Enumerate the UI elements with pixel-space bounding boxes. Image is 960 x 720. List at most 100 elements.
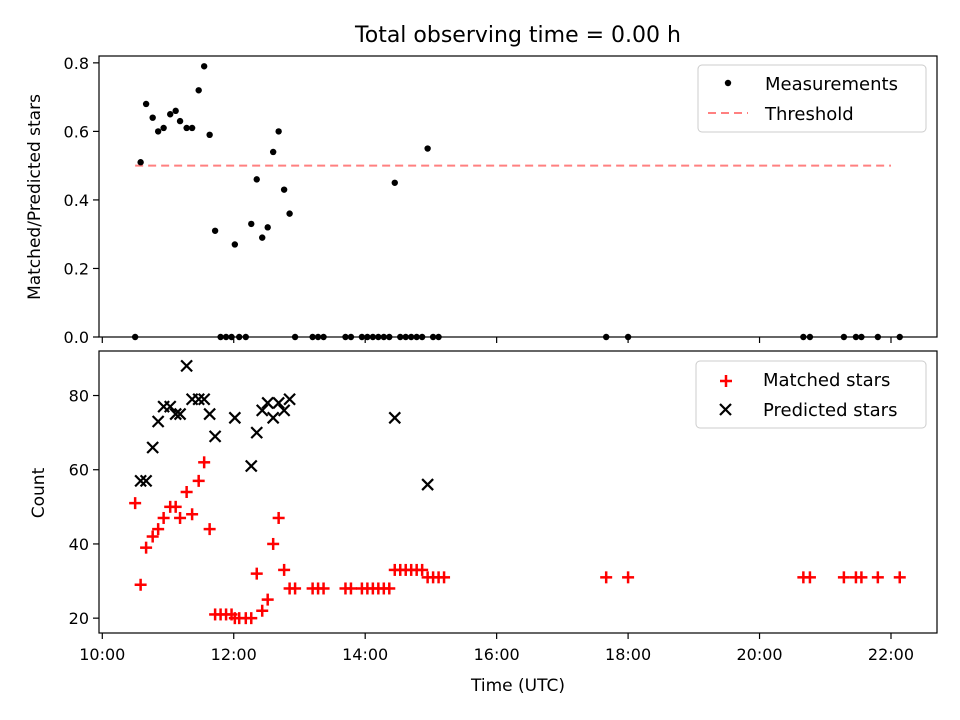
matched-star-point [146, 530, 159, 543]
measurement-point [269, 148, 277, 156]
predicted-star-stroke-b [283, 392, 296, 406]
bottom-y-tick-label: 40 [69, 535, 89, 554]
measurement-point [188, 124, 196, 132]
matched-star-point [289, 582, 302, 595]
legend-measurements-label: Measurements [765, 74, 898, 95]
matched-star-point [203, 523, 216, 536]
measurement-point [211, 227, 219, 234]
bottom-marks [129, 359, 906, 625]
top-y-tick-label: 0.0 [64, 328, 89, 347]
top-legend-box [697, 64, 927, 133]
matched-star-point [157, 511, 170, 524]
predicted-star-point [421, 478, 434, 491]
bottom-y-ticks: 20 40 60 80 [69, 387, 99, 628]
measurement-point [280, 186, 288, 193]
bottom-panel: 20 40 60 80 10:00 12:00 14:00 16:00 18:00 20:00 2… [29, 350, 938, 696]
measurement-point [200, 63, 208, 70]
matched-star-point [383, 582, 396, 595]
predicted-star-stroke-b [421, 478, 434, 491]
top-y-ticks: 0.0 0.2 0.4 0.6 0.8 [64, 54, 99, 347]
x-tick-label: 18:00 [605, 645, 651, 664]
measurement-point [137, 159, 144, 166]
predicted-star-stroke-b [244, 459, 258, 473]
predicted-star-point [388, 411, 402, 425]
bottom-y-tick-label: 80 [69, 387, 89, 406]
predicted-star-point [244, 459, 258, 473]
bottom-y-tick-label: 60 [69, 461, 89, 480]
matched-star-point [267, 537, 280, 550]
matched-star-point [871, 571, 884, 584]
matched-star-point [169, 500, 182, 513]
matched-star-point [129, 497, 142, 510]
matched-star-point [416, 563, 429, 576]
top-y-tick-label: 0.2 [64, 259, 89, 278]
matched-star-point [317, 582, 330, 595]
x-tick-label: 12:00 [211, 645, 257, 664]
matched-star-point [622, 571, 635, 584]
measurement-point [253, 176, 260, 183]
top-y-tick-label: 0.4 [64, 191, 89, 210]
top-legend: Measurements Threshold [697, 64, 927, 133]
predicted-star-stroke-b [197, 392, 211, 406]
chart-title: Total observing time = 0.00 h [354, 23, 681, 48]
x-tick-label: 22:00 [868, 645, 914, 664]
predicted-star-point [146, 441, 159, 454]
predicted-star-stroke-b [250, 426, 264, 439]
predicted-star-point [208, 430, 222, 443]
measurement-point [259, 234, 266, 241]
measurement-point [154, 128, 162, 135]
x-tick-label: 10:00 [79, 645, 125, 664]
measurement-point [167, 111, 174, 118]
predicted-star-stroke-b [173, 407, 187, 421]
predicted-star-stroke-b [169, 407, 182, 421]
matched-star-point [344, 582, 357, 595]
predicted-star-point [197, 392, 211, 406]
x-tick-label: 20:00 [736, 645, 782, 664]
matched-star-point [803, 571, 816, 584]
predicted-star-point [139, 474, 153, 488]
predicted-star-point [203, 407, 216, 421]
predicted-star-point [151, 415, 165, 428]
measurement-point [248, 220, 255, 228]
legend-matched-marker [720, 375, 732, 387]
matched-star-point [250, 567, 263, 580]
x-tick-label: 14:00 [342, 645, 388, 664]
top-y-tick-label: 0.6 [64, 122, 89, 141]
measurement-point [183, 124, 190, 132]
x-axis-label: Time (UTC) [470, 676, 565, 696]
predicted-star-stroke-b [228, 411, 242, 425]
predicted-star-point [272, 396, 285, 410]
matched-star-point [198, 456, 211, 469]
matched-star-point [261, 593, 274, 606]
legend-predicted-label: Predicted stars [763, 400, 897, 421]
matched-star-point [600, 571, 613, 584]
matched-star-point [855, 571, 868, 584]
measurement-point [160, 124, 167, 132]
predicted-star-point [255, 404, 269, 417]
predicted-star-point [250, 426, 264, 439]
top-panel: 0.00.20.40.60.8 Matched/Predicted stars … [25, 54, 938, 347]
predicted-star-stroke-b [272, 396, 285, 410]
matched-star-point [837, 571, 850, 584]
matched-star-point [192, 474, 205, 487]
predicted-star-stroke-b [192, 392, 205, 406]
predicted-star-stroke-b [261, 396, 274, 410]
predicted-star-point [277, 404, 291, 417]
predicted-star-point [266, 411, 280, 425]
top-y-axis-label: Matched/Predicted stars [25, 94, 45, 300]
measurement-point [142, 100, 150, 108]
matched-star-point [245, 612, 258, 625]
predicted-star-stroke-b [266, 411, 280, 425]
legend-predicted-marker [719, 403, 732, 416]
measurement-point [149, 114, 156, 121]
top-marks [131, 63, 903, 341]
measurement-point [231, 241, 239, 248]
predicted-star-stroke-b [208, 430, 222, 443]
legend-matched-label: Matched stars [763, 370, 890, 391]
predicted-star-point [180, 359, 193, 373]
predicted-star-point [283, 392, 296, 406]
matched-star-point [180, 486, 193, 498]
measurement-point [206, 131, 213, 139]
measurement-point [195, 87, 202, 94]
